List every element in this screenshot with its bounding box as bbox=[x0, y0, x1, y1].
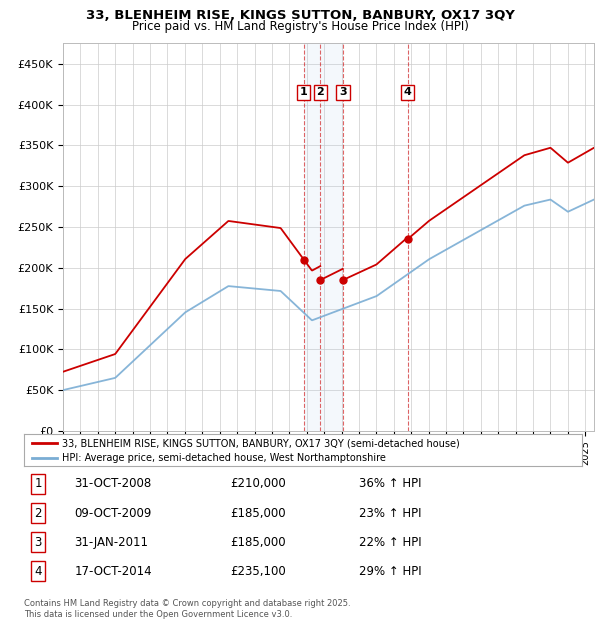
Text: 2: 2 bbox=[316, 87, 324, 97]
Text: 29% ↑ HPI: 29% ↑ HPI bbox=[359, 565, 421, 578]
Text: £185,000: £185,000 bbox=[230, 507, 286, 520]
Text: £185,000: £185,000 bbox=[230, 536, 286, 549]
Text: 1: 1 bbox=[34, 477, 42, 490]
Text: 2: 2 bbox=[34, 507, 42, 520]
Text: 17-OCT-2014: 17-OCT-2014 bbox=[74, 565, 152, 578]
Text: £235,100: £235,100 bbox=[230, 565, 286, 578]
Text: 36% ↑ HPI: 36% ↑ HPI bbox=[359, 477, 421, 490]
Text: 4: 4 bbox=[34, 565, 42, 578]
Text: 3: 3 bbox=[34, 536, 41, 549]
Bar bbox=[408, 43, 409, 431]
Text: HPI: Average price, semi-detached house, West Northamptonshire: HPI: Average price, semi-detached house,… bbox=[62, 453, 386, 463]
Bar bbox=[304, 43, 343, 431]
Text: 31-OCT-2008: 31-OCT-2008 bbox=[74, 477, 151, 490]
Text: £210,000: £210,000 bbox=[230, 477, 286, 490]
Text: 33, BLENHEIM RISE, KINGS SUTTON, BANBURY, OX17 3QY (semi-detached house): 33, BLENHEIM RISE, KINGS SUTTON, BANBURY… bbox=[62, 438, 460, 448]
Text: 33, BLENHEIM RISE, KINGS SUTTON, BANBURY, OX17 3QY: 33, BLENHEIM RISE, KINGS SUTTON, BANBURY… bbox=[86, 9, 514, 22]
Text: 23% ↑ HPI: 23% ↑ HPI bbox=[359, 507, 421, 520]
Text: 1: 1 bbox=[300, 87, 308, 97]
Text: Price paid vs. HM Land Registry's House Price Index (HPI): Price paid vs. HM Land Registry's House … bbox=[131, 20, 469, 33]
Text: 09-OCT-2009: 09-OCT-2009 bbox=[74, 507, 152, 520]
Text: 4: 4 bbox=[404, 87, 412, 97]
Text: 22% ↑ HPI: 22% ↑ HPI bbox=[359, 536, 421, 549]
Text: Contains HM Land Registry data © Crown copyright and database right 2025.
This d: Contains HM Land Registry data © Crown c… bbox=[24, 600, 350, 619]
Text: 31-JAN-2011: 31-JAN-2011 bbox=[74, 536, 148, 549]
Text: 3: 3 bbox=[339, 87, 347, 97]
